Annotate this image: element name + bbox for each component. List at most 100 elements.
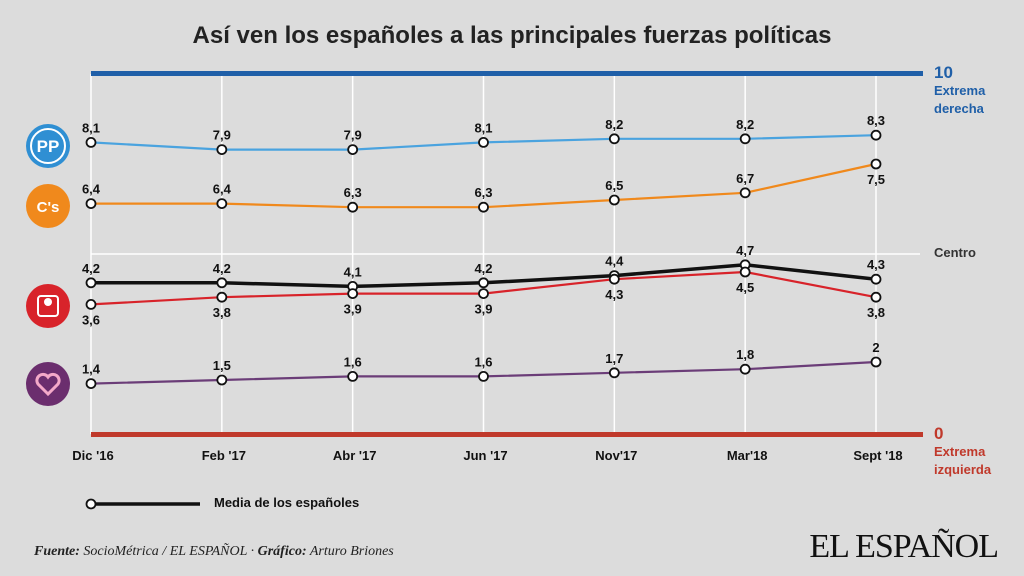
psoe-rose-head xyxy=(44,298,52,306)
brand-logo: EL ESPAÑOL xyxy=(809,528,999,565)
data-label-media: 4,7 xyxy=(736,243,754,258)
podemos-logo-icon xyxy=(26,362,70,406)
point-cs xyxy=(608,194,620,206)
point-cs xyxy=(478,201,489,213)
graphic-label: Gráfico: xyxy=(257,544,307,559)
point-psoe xyxy=(478,288,489,300)
x-tick-label: Mar'18 xyxy=(727,448,768,463)
scale-top: 10 Extrema derecha xyxy=(934,64,985,118)
legend-marker xyxy=(85,498,97,510)
data-label-cs: 6,7 xyxy=(736,171,754,186)
data-label-podemos: 1,6 xyxy=(344,354,362,369)
data-label-media: 4,2 xyxy=(213,261,231,276)
party-icons: PP C's xyxy=(26,124,70,406)
data-label-media: 4,2 xyxy=(474,261,492,276)
point-media xyxy=(85,277,97,289)
x-tick-label: Sept '18 xyxy=(853,448,902,463)
data-label-pp: 8,3 xyxy=(867,113,885,128)
point-pp xyxy=(216,144,228,156)
pp-logo-icon: PP xyxy=(26,124,70,168)
point-podemos xyxy=(478,370,489,382)
point-cs xyxy=(347,201,359,213)
data-label-psoe: 3,6 xyxy=(82,312,100,327)
cs-logo-icon-text: C's xyxy=(37,199,60,216)
point-pp xyxy=(739,133,751,145)
x-tick-label: Abr '17 xyxy=(333,448,377,463)
point-pp xyxy=(347,144,359,156)
point-psoe xyxy=(608,273,620,285)
scale-top-label-2: derecha xyxy=(934,101,984,116)
data-label-pp: 8,2 xyxy=(736,117,754,132)
podemos-heart-shape xyxy=(35,372,61,397)
point-psoe xyxy=(85,298,97,310)
point-psoe xyxy=(870,291,882,303)
data-label-podemos: 1,5 xyxy=(213,358,231,373)
pp-ring xyxy=(30,128,66,164)
data-label-podemos: 1,8 xyxy=(736,347,754,362)
data-label-podemos: 1,6 xyxy=(474,354,492,369)
source-text: SocioMétrica / EL ESPAÑOL xyxy=(83,544,248,559)
point-cs xyxy=(870,158,882,170)
scale-bottom-label-2: izquierda xyxy=(934,462,992,477)
legend-label: Media de los españoles xyxy=(214,495,360,510)
x-tick-label: Dic '16 xyxy=(72,448,113,463)
point-psoe xyxy=(347,288,359,300)
x-tick-label: Jun '17 xyxy=(463,448,507,463)
data-label-psoe: 3,9 xyxy=(474,302,492,317)
graphic-text: Arturo Briones xyxy=(309,544,394,559)
scale-center-label: Centro xyxy=(934,245,976,260)
cs-logo-icon: C's xyxy=(26,184,70,228)
point-podemos xyxy=(85,378,97,390)
data-label-cs: 6,3 xyxy=(344,185,362,200)
point-cs xyxy=(739,187,751,199)
data-label-pp: 7,9 xyxy=(213,128,231,143)
footer-credits: Fuente: SocioMétrica / EL ESPAÑOL · Gráf… xyxy=(34,544,394,560)
x-axis: Dic '16 Feb '17 Abr '17 Jun '17 Nov'17 Mar'18… xyxy=(72,448,902,463)
footer-separator: · xyxy=(250,544,255,559)
point-podemos xyxy=(608,367,620,379)
data-label-cs: 6,4 xyxy=(82,182,101,197)
legend xyxy=(85,498,200,510)
data-label-cs: 6,5 xyxy=(605,178,623,193)
scale-top-label-1: Extrema xyxy=(934,83,986,98)
scale-bottom-bar xyxy=(91,432,923,437)
point-media xyxy=(870,273,882,285)
grid-layer xyxy=(90,74,920,434)
data-label-pp: 8,1 xyxy=(82,120,100,135)
podemos-logo-icon-circle xyxy=(26,362,70,406)
source-label: Fuente: xyxy=(34,544,80,559)
data-label-pp: 7,9 xyxy=(344,128,362,143)
scale-bars xyxy=(91,71,923,437)
point-media xyxy=(478,277,489,289)
psoe-rose-shape xyxy=(37,295,59,317)
data-label-pp: 8,2 xyxy=(605,117,623,132)
point-podemos xyxy=(347,370,359,382)
data-label-media: 4,1 xyxy=(344,264,362,279)
data-label-media: 4,2 xyxy=(82,261,100,276)
data-label-podemos: 1,4 xyxy=(82,362,101,377)
point-pp xyxy=(870,129,882,141)
data-label-cs: 7,5 xyxy=(867,172,885,187)
x-tick-label: Nov'17 xyxy=(595,448,637,463)
data-label-cs: 6,4 xyxy=(213,182,232,197)
point-podemos xyxy=(870,356,882,368)
scale-top-value: 10 xyxy=(934,63,953,82)
x-tick-label: Feb '17 xyxy=(202,448,246,463)
data-label-cs: 6,3 xyxy=(474,185,492,200)
data-label-psoe: 3,9 xyxy=(344,302,362,317)
pp-logo-icon-text: PP xyxy=(37,137,60,156)
pp-logo-icon-circle xyxy=(26,124,70,168)
point-cs xyxy=(216,198,228,210)
point-psoe xyxy=(739,266,751,278)
data-label-pp: 8,1 xyxy=(474,120,492,135)
data-label-psoe: 3,8 xyxy=(867,305,885,320)
point-pp xyxy=(608,133,620,145)
series-points xyxy=(85,129,882,390)
point-pp xyxy=(85,136,97,148)
point-psoe xyxy=(216,291,228,303)
data-label-media: 4,4 xyxy=(605,254,624,269)
psoe-logo-icon xyxy=(26,284,70,328)
point-podemos xyxy=(216,374,228,386)
data-label-psoe: 4,5 xyxy=(736,280,754,295)
